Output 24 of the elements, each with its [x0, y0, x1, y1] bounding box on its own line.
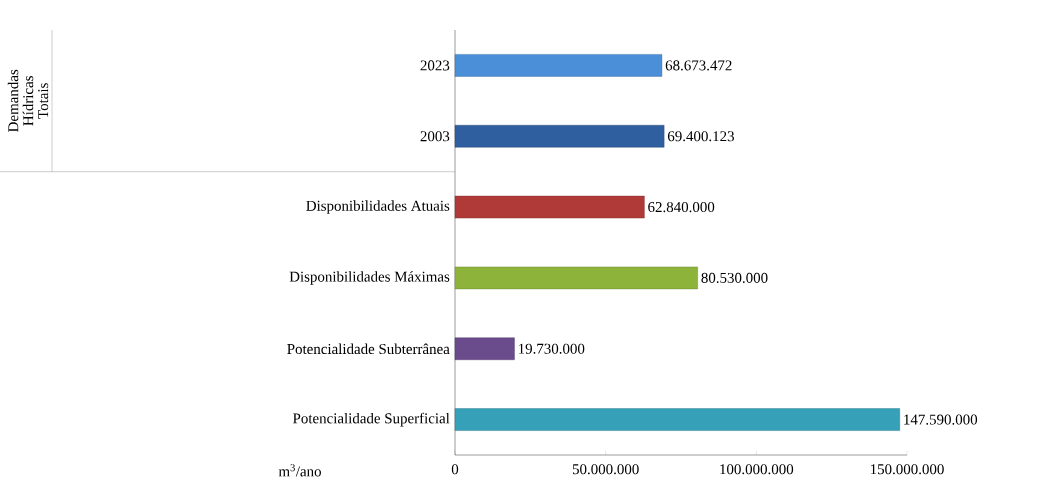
x-tick-label: 50.000.000: [572, 464, 639, 475]
data-label: 69.400.123: [667, 131, 734, 142]
y-tick-label: Potencialidade Superficial: [292, 412, 450, 427]
y-tick-label: Disponibilidades Máximas: [289, 271, 450, 285]
bar: [454, 195, 645, 219]
bar: [454, 408, 900, 431]
x-axis-title: m$^{3}$/ano: [278, 464, 321, 477]
bar: [454, 266, 698, 290]
x-tick-label: 150.000.000: [870, 464, 944, 475]
bar: [454, 337, 515, 360]
y-tick-label: 2003: [420, 131, 450, 142]
data-label: 68.673.472: [665, 60, 732, 71]
text: Demandas Hídricas Totais: [7, 69, 49, 132]
bar: [454, 54, 663, 77]
x-tick-label: 100.000.000: [720, 464, 794, 475]
data-label: 62.840.000: [648, 202, 715, 213]
y-tick-label: 2023: [420, 60, 450, 71]
data-label: 80.530.000: [701, 272, 768, 283]
bar: [454, 125, 665, 148]
data-label: 147.590.000: [904, 414, 978, 425]
y-tick-label: Potencialidade Subterrânea: [287, 343, 450, 355]
y-tick-label: Disponibilidades Atuais: [306, 200, 450, 214]
x-tick-label: 0: [451, 464, 459, 475]
data-label: 19.730.000: [518, 343, 585, 354]
